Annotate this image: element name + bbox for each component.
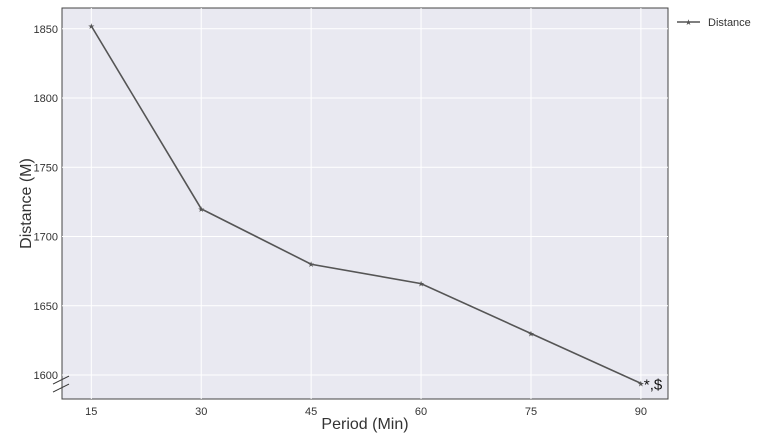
annotation: *,$ — [644, 376, 663, 393]
data-point-marker: ★ — [527, 329, 534, 338]
series-line — [90, 25, 642, 385]
data-point-marker: ★ — [88, 22, 95, 31]
x-tick-label: 15 — [85, 406, 97, 418]
y-tick-label: 1800 — [34, 93, 58, 105]
x-tick-label: 60 — [415, 406, 427, 418]
axis-break-mark — [52, 383, 70, 393]
y-tick-label: 1650 — [34, 301, 58, 313]
y-tick-label: 1600 — [34, 370, 58, 382]
y-axis-label: Distance (M) — [18, 158, 35, 249]
axis-break-mark — [52, 375, 70, 385]
y-tick-label: 1750 — [34, 162, 58, 174]
legend-marker: ★ — [685, 18, 692, 27]
data-point-marker: ★ — [637, 379, 644, 388]
y-tick-label: 1700 — [34, 232, 58, 244]
y-tick-label: 1850 — [34, 24, 58, 36]
x-tick-label: 75 — [525, 406, 537, 418]
data-point-marker: ★ — [308, 260, 315, 269]
legend-label: Distance — [708, 17, 751, 29]
data-point-marker: ★ — [417, 280, 424, 289]
x-tick-label: 45 — [305, 406, 317, 418]
x-tick-label: 90 — [635, 406, 647, 418]
x-tick-label: 30 — [195, 406, 207, 418]
data-point-marker: ★ — [198, 205, 205, 214]
x-axis-label: Period (Min) — [321, 416, 408, 433]
plot-area — [61, 7, 669, 400]
